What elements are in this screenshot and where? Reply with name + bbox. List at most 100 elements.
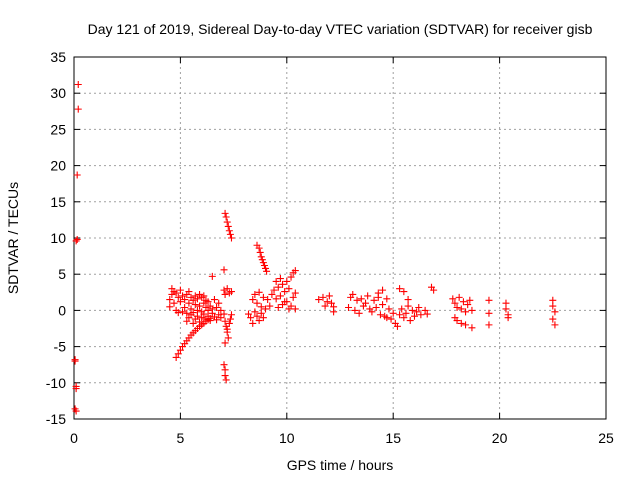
data-point (468, 324, 476, 332)
data-point (376, 311, 384, 319)
data-point (193, 312, 201, 320)
data-point (227, 288, 235, 296)
data-point (74, 81, 82, 89)
chart-title: Day 121 of 2019, Sidereal Day-to-day VTE… (88, 21, 593, 37)
data-point (193, 295, 201, 303)
data-point (410, 312, 418, 320)
data-point (345, 304, 353, 312)
data-point (379, 286, 387, 294)
data-point (396, 311, 404, 319)
data-point (244, 310, 252, 318)
data-point (200, 310, 208, 318)
data-point (281, 288, 289, 296)
data-point (200, 292, 208, 300)
data-point (174, 350, 182, 358)
data-point (449, 295, 457, 303)
data-point (251, 290, 259, 298)
data-point (174, 293, 182, 301)
data-point (170, 299, 178, 307)
x-axis-title: GPS time / hours (287, 457, 394, 473)
data-point (74, 105, 82, 113)
data-point (185, 299, 193, 307)
y-tick-label: 35 (50, 49, 66, 65)
data-points (71, 81, 559, 415)
data-point (249, 319, 257, 327)
data-point (213, 304, 221, 312)
data-point (504, 314, 512, 322)
data-point (330, 308, 338, 316)
data-point (222, 376, 230, 384)
data-point (204, 298, 212, 306)
data-point (279, 280, 287, 288)
data-point (396, 285, 404, 293)
data-point (291, 305, 299, 313)
data-point (221, 317, 229, 325)
data-point (176, 298, 184, 306)
data-point (72, 237, 80, 245)
y-tick-labels: -15 -10 -5 0 5 10 15 20 25 30 35 (46, 49, 66, 427)
data-point (257, 309, 265, 317)
data-point (287, 273, 295, 281)
data-point (464, 301, 472, 309)
data-point (206, 317, 214, 325)
data-point (255, 244, 263, 252)
data-point (72, 385, 80, 393)
data-point (274, 304, 282, 312)
data-point (372, 304, 380, 312)
data-point (253, 312, 261, 320)
data-point (270, 286, 278, 294)
data-point (315, 296, 323, 304)
data-point (73, 171, 81, 179)
x-tick-labels: 0 5 10 15 20 25 (70, 430, 614, 446)
data-point (453, 304, 461, 312)
data-point (383, 295, 391, 303)
data-point (423, 310, 431, 318)
data-point (181, 296, 189, 304)
data-point (191, 301, 199, 309)
data-point (455, 293, 463, 301)
grid (74, 57, 606, 419)
y-tick-label: 20 (50, 158, 66, 174)
data-point (176, 286, 184, 294)
data-point (485, 321, 493, 329)
data-point (223, 218, 231, 226)
data-point (272, 295, 280, 303)
y-tick-label: 30 (50, 85, 66, 101)
data-point (281, 298, 289, 306)
data-point (259, 314, 267, 322)
data-point (208, 272, 216, 280)
data-point (220, 310, 228, 318)
data-point (172, 289, 180, 297)
data-point (166, 303, 174, 311)
data-point (257, 303, 265, 311)
data-point (198, 314, 206, 322)
data-point (289, 293, 297, 301)
data-point (176, 346, 184, 354)
data-point (457, 305, 465, 313)
y-tick-label: 25 (50, 121, 66, 137)
data-point (208, 309, 216, 317)
data-point (502, 305, 510, 313)
data-point (291, 267, 299, 275)
data-point (389, 309, 397, 317)
data-point (189, 319, 197, 327)
data-point (404, 296, 412, 304)
y-tick-label: 5 (58, 266, 66, 282)
data-point (351, 306, 359, 314)
data-point (225, 319, 233, 327)
data-point (227, 234, 235, 242)
data-point (253, 299, 261, 307)
data-point (226, 230, 234, 238)
data-point (220, 361, 228, 369)
x-tick-label: 20 (492, 430, 508, 446)
y-axis-title: SDTVAR / TECUs (5, 182, 21, 294)
data-point (183, 317, 191, 325)
data-point (220, 266, 228, 274)
data-point (255, 288, 263, 296)
data-point (179, 292, 187, 300)
data-point (266, 302, 274, 310)
data-point (430, 286, 438, 294)
data-point (485, 296, 493, 304)
y-tick-label: 10 (50, 230, 66, 246)
data-point (221, 372, 229, 380)
